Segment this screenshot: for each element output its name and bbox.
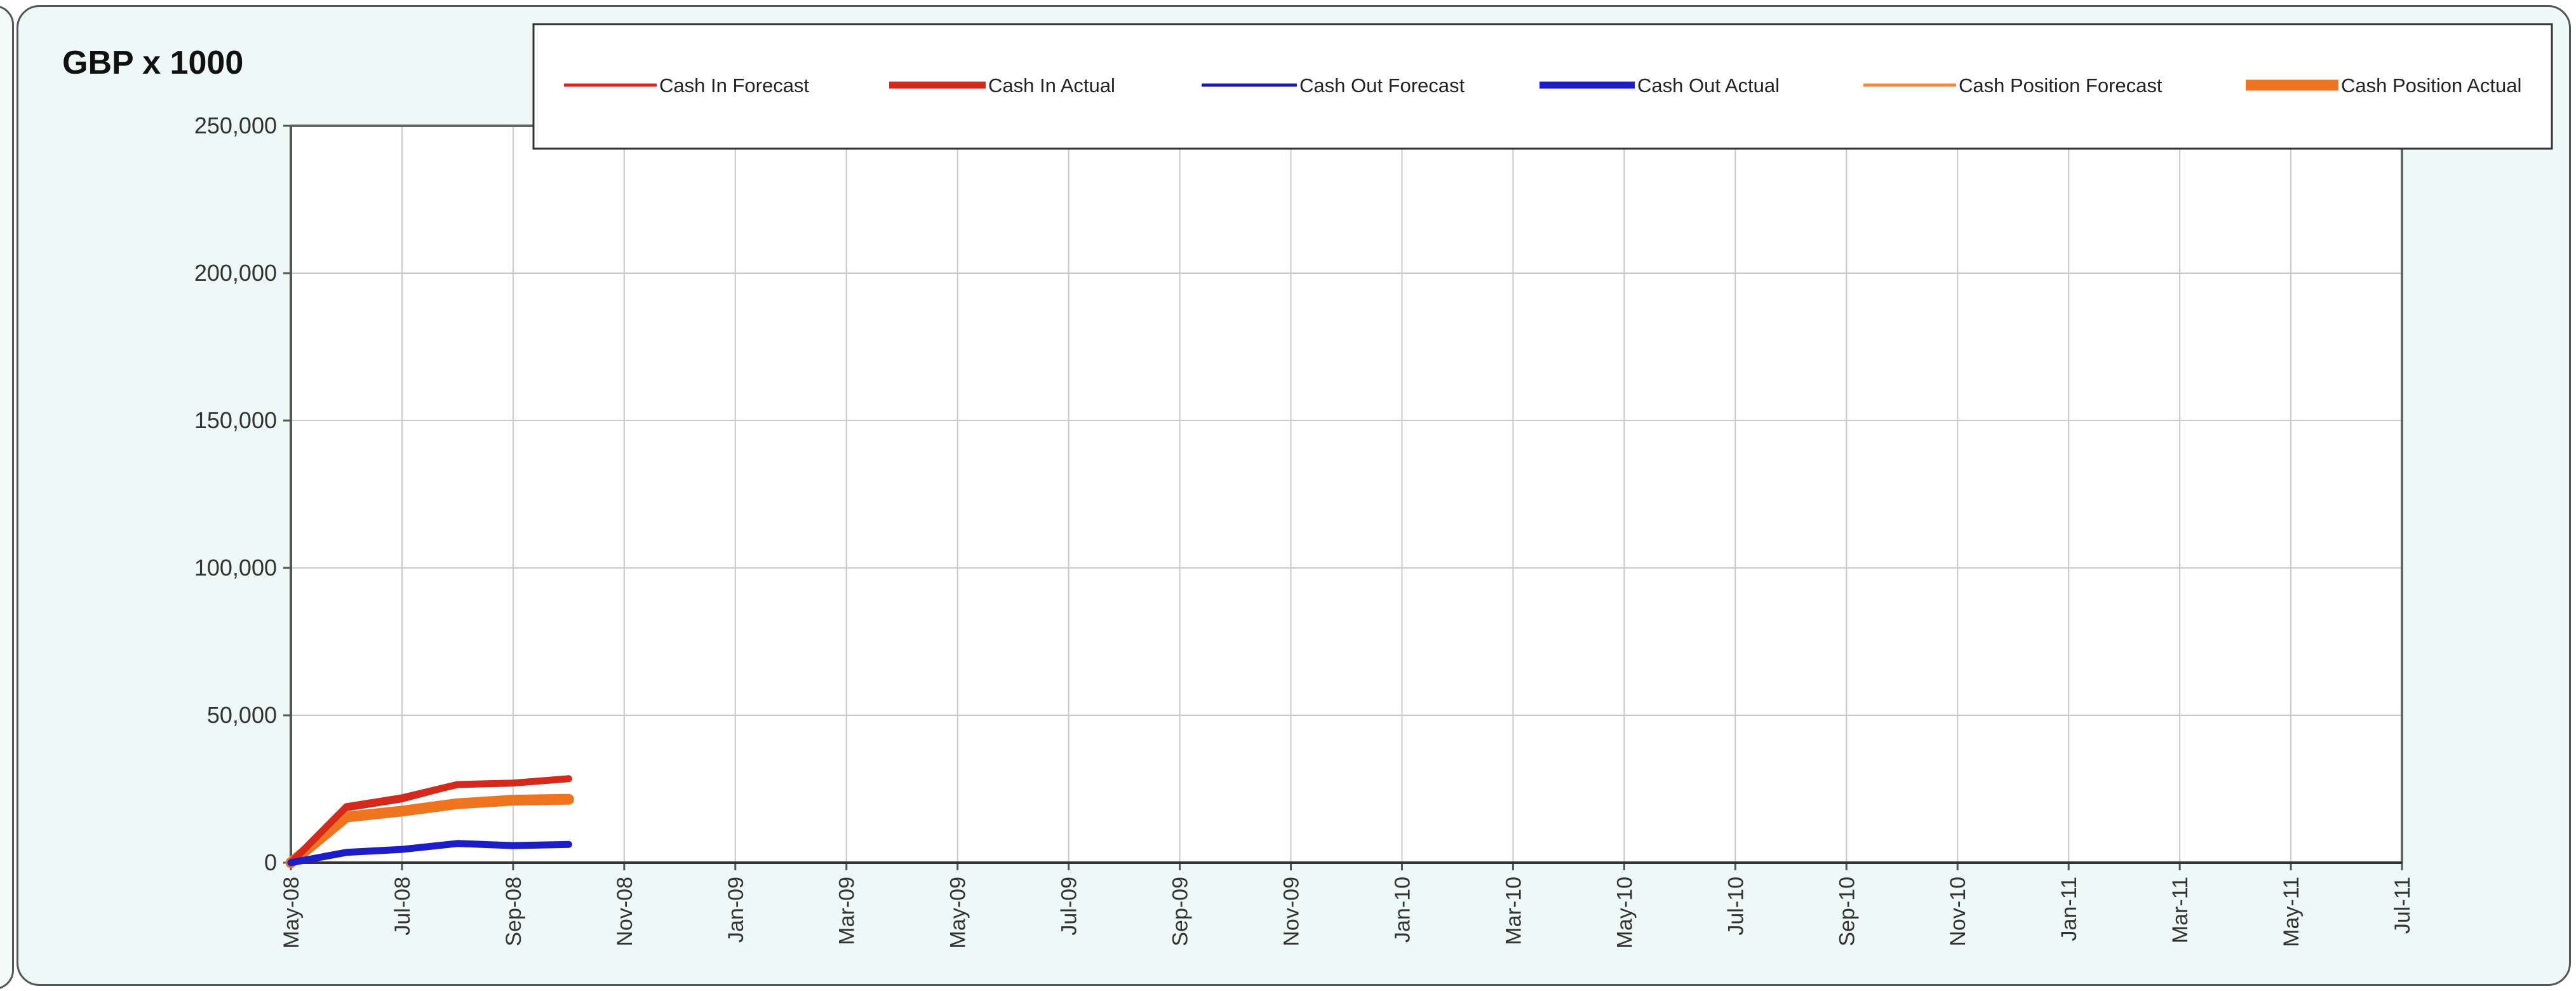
x-tick-label: Jan-10: [1390, 877, 1414, 943]
unit-label: GBP x 1000: [62, 44, 243, 81]
x-tick-label: Mar-10: [1501, 877, 1526, 945]
series-lines: [285, 775, 574, 868]
legend-label: Cash Position Actual: [2341, 74, 2521, 97]
x-tick-label: Jul-10: [1724, 877, 1748, 936]
y-tick-label: 250,000: [194, 112, 277, 138]
x-tick-label: Jan-09: [724, 877, 748, 943]
x-tick-label: Nov-10: [1946, 877, 1970, 947]
legend-label: Cash In Actual: [988, 74, 1115, 97]
x-tick-label: Sep-10: [1835, 877, 1859, 947]
x-tick-label: Sep-08: [502, 877, 526, 947]
x-tick-label: May-09: [946, 877, 970, 948]
x-tick-label: Jan-11: [2057, 877, 2081, 941]
legend-label: Cash Position Forecast: [1959, 74, 2163, 97]
x-tick-label: Jul-11: [2391, 877, 2415, 934]
plot-area: [291, 126, 2402, 863]
y-tick-label: 0: [264, 849, 277, 875]
legend-label: Cash In Forecast: [659, 74, 809, 97]
x-tick-label: Sep-09: [1169, 877, 1193, 947]
y-tick-label: 150,000: [194, 407, 277, 433]
legend-label: Cash Out Actual: [1637, 74, 1780, 97]
x-tick-label: Mar-09: [835, 877, 859, 945]
y-tick-label: 50,000: [207, 702, 277, 728]
series-line-cash-in-actual: [287, 775, 572, 866]
series-line-cash-out-actual: [287, 840, 572, 866]
x-tick-label: May-11: [2279, 877, 2304, 947]
x-tick-label: May-08: [279, 877, 304, 948]
x-tick-label: Jul-09: [1057, 877, 1082, 936]
x-tick-label: May-10: [1613, 877, 1637, 948]
x-tick-label: Jul-08: [391, 877, 415, 936]
y-tick-label: 200,000: [194, 260, 277, 286]
y-tick-label: 100,000: [194, 555, 277, 581]
tick-labels: 0 50,000 100,000 150,000 200,000 250,000 May-0…: [194, 112, 2415, 948]
x-tick-label: Nov-08: [613, 877, 637, 947]
legend: Cash In Forecast Cash In Actual Cash Out F…: [532, 23, 2553, 150]
x-tick-label: Nov-09: [1280, 877, 1304, 947]
legend-label: Cash Out Forecast: [1299, 74, 1465, 97]
x-tick-label: Mar-11: [2168, 877, 2192, 943]
series-line-cash-position-actual: [285, 793, 574, 868]
